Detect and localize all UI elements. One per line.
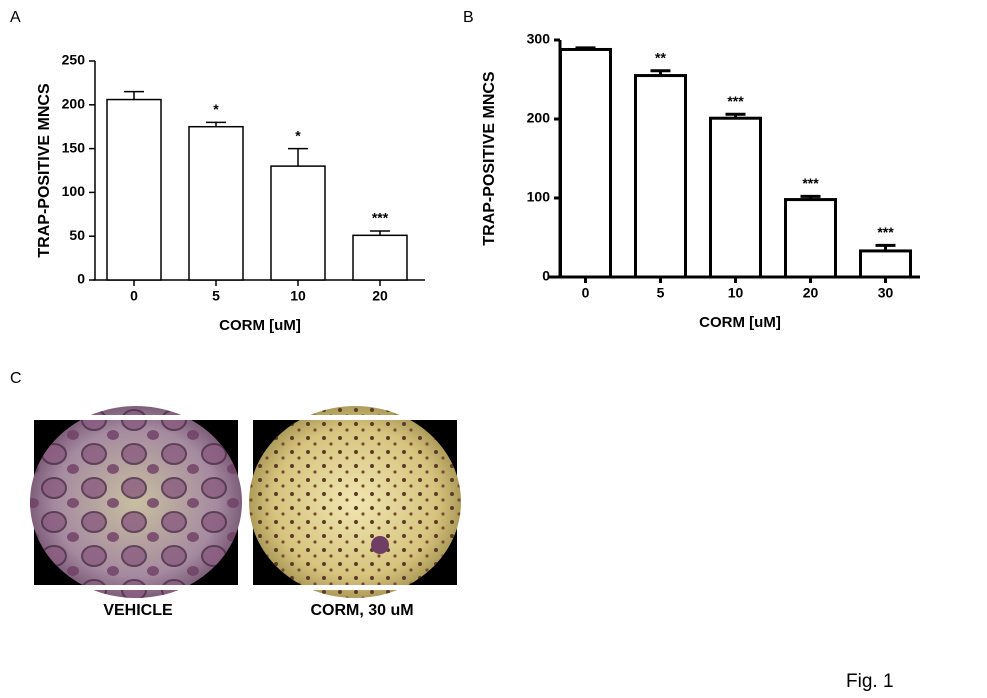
x-tick-label: 20	[372, 288, 388, 304]
micrograph-cells	[249, 406, 461, 598]
significance-label: *	[213, 101, 219, 117]
figure-label: Fig. 1	[846, 671, 894, 692]
y-tick-label: 200	[62, 96, 86, 112]
bar	[559, 47, 612, 279]
y-tick-label: 200	[527, 110, 551, 126]
x-tick-label: 5	[657, 285, 665, 301]
image-caption: VEHICLE	[103, 602, 173, 619]
y-tick-label: 150	[62, 139, 86, 155]
x-tick-label: 10	[728, 285, 744, 301]
image-caption: CORM, 30 uM	[310, 602, 413, 619]
bar	[106, 98, 162, 281]
bar	[784, 198, 837, 279]
y-tick-label: 300	[527, 31, 551, 47]
y-tick-label: 50	[69, 227, 85, 243]
micrograph-cell	[371, 536, 389, 554]
y-tick-label: 100	[527, 189, 551, 205]
bar	[270, 165, 326, 281]
significance-label: **	[655, 50, 666, 66]
x-tick-label: 20	[803, 285, 819, 301]
bar	[352, 234, 408, 281]
micrograph-cells	[30, 406, 242, 598]
bar	[709, 116, 762, 279]
bar	[188, 125, 244, 281]
x-tick-label: 10	[290, 288, 306, 304]
y-axis-label: TRAP-POSITIVE MNCS	[481, 71, 498, 246]
x-tick-label: 0	[130, 288, 138, 304]
y-axis-label: TRAP-POSITIVE MNCS	[36, 83, 53, 258]
significance-label: *	[295, 127, 301, 143]
significance-label: ***	[877, 224, 894, 240]
x-tick-label: 30	[878, 285, 894, 301]
significance-label: ***	[802, 175, 819, 191]
bar	[634, 74, 687, 279]
panel-label: C	[10, 370, 22, 387]
bar	[859, 249, 912, 279]
significance-label: ***	[372, 210, 389, 226]
y-tick-label: 100	[62, 183, 86, 199]
panel-label: B	[463, 9, 474, 26]
y-tick-label: 250	[62, 52, 86, 68]
x-axis-label: CORM [uM]	[699, 314, 781, 331]
x-tick-label: 0	[582, 285, 590, 301]
significance-label: ***	[727, 93, 744, 109]
x-axis-label: CORM [uM]	[219, 317, 301, 334]
panel-label: A	[10, 9, 21, 26]
y-tick-label: 0	[77, 271, 85, 287]
x-tick-label: 5	[212, 288, 220, 304]
y-tick-label: 0	[542, 268, 550, 284]
